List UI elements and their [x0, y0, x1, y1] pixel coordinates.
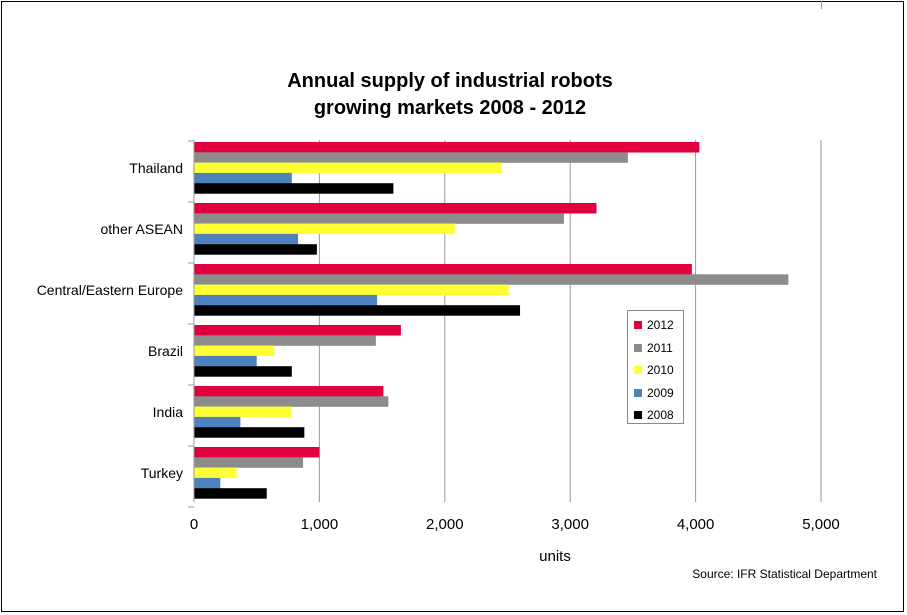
x-axis-title: units [539, 548, 571, 565]
chart-title-line-1: Annual supply of industrial robots [287, 70, 613, 92]
bar [194, 172, 292, 184]
bar [194, 477, 221, 489]
legend: 2012 2011 2010 2009 2008 [627, 310, 684, 424]
bar [194, 294, 378, 306]
legend-item: 2008 [634, 407, 674, 423]
bar [194, 305, 521, 316]
bar [194, 244, 317, 255]
chart-title: Annual supply of industrial robots growi… [150, 68, 750, 122]
bar [194, 183, 394, 194]
x-tick-label: 4,000 [677, 516, 715, 533]
bar [194, 223, 455, 235]
bar [194, 203, 597, 214]
legend-item: 2009 [634, 385, 674, 401]
legend-swatch [634, 343, 642, 352]
gridlines [318, 140, 822, 502]
legend-label: 2010 [647, 363, 674, 377]
bar [194, 457, 304, 468]
bar [194, 162, 502, 174]
legend-item: 2011 [634, 340, 673, 356]
bar [194, 335, 376, 346]
bar [194, 233, 299, 245]
category-label: Thailand [129, 160, 183, 176]
frame-notch [821, 1, 822, 9]
category-labels: Thailand other ASEAN Central/Eastern Europ… [37, 160, 184, 481]
bar [194, 366, 292, 377]
chart-title-line-2: growing markets 2008 - 2012 [313, 97, 587, 119]
axis [188, 140, 195, 508]
category-label: Central/Eastern Europe [37, 282, 184, 298]
x-tick-label: 3,000 [551, 516, 589, 533]
x-tick-label: 1,000 [301, 516, 339, 533]
x-tick-label: 5,000 [802, 516, 840, 533]
bar [194, 427, 305, 438]
legend-label: 2009 [647, 385, 674, 400]
category-label: India [153, 404, 184, 420]
bar [194, 355, 257, 367]
bar [194, 386, 384, 397]
legend-swatch [634, 388, 642, 397]
bar [194, 142, 700, 153]
bar [194, 406, 292, 418]
legend-label: 2008 [647, 408, 674, 422]
x-tick-label: 2,000 [426, 516, 464, 533]
bar [194, 152, 628, 163]
bar [194, 447, 320, 458]
tick-labels: 0 1,000 2,000 3,000 4,000 5,000 [190, 516, 840, 533]
bar [194, 345, 275, 357]
bar [194, 488, 267, 499]
bar [194, 416, 241, 428]
legend-swatch [634, 366, 642, 374]
category-label: Turkey [141, 465, 183, 481]
legend-item: 2010 [634, 362, 674, 378]
legend-swatch [634, 411, 642, 419]
bar [194, 396, 389, 407]
legend-label: 2011 [647, 340, 673, 355]
bar [194, 467, 237, 479]
legend-item: 2012 [634, 317, 674, 333]
bar [194, 274, 789, 285]
bar [194, 284, 509, 296]
bar [194, 264, 692, 275]
category-label: Brazil [148, 343, 183, 359]
x-tick-label: 0 [190, 516, 198, 533]
category-label: other ASEAN [101, 221, 184, 237]
legend-label: 2012 [647, 318, 674, 332]
bars [194, 142, 789, 499]
bar [194, 213, 564, 224]
bar [194, 325, 401, 336]
source-note: Source: IFR Statistical Department [692, 567, 877, 581]
legend-swatch [634, 321, 642, 329]
